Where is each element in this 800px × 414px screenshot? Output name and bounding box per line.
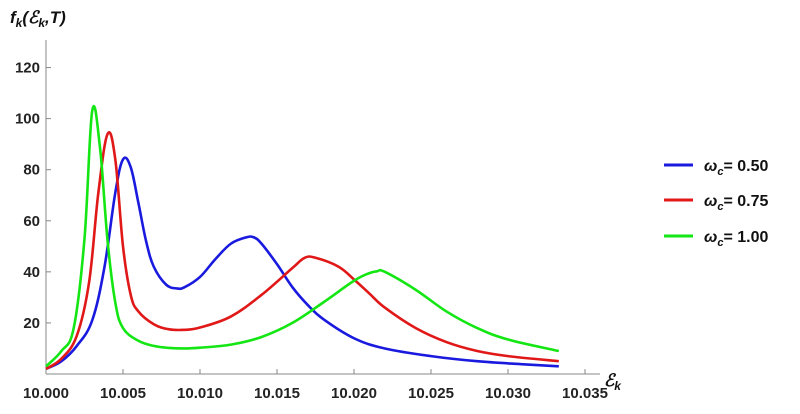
x-tick-label: 10.030	[485, 385, 531, 402]
series-line-2	[45, 104, 560, 368]
x-axis-title: ℰk	[604, 371, 622, 393]
legend: ωc= 0.50 ωc= 0.75 ωc= 1.00	[664, 158, 769, 249]
series-line-0	[45, 156, 559, 371]
legend-label-2: ωc= 1.00	[704, 229, 769, 249]
series-line-1	[45, 131, 559, 371]
y-tick-label: 120	[15, 60, 40, 77]
x-ticks: 10.000 10.005 10.010 10.015 10.020 10.025 10.0…	[23, 369, 608, 402]
legend-label-0: ωc= 0.50	[704, 158, 769, 178]
x-tick-label: 10.005	[100, 385, 146, 402]
series-lines	[45, 104, 560, 371]
y-ticks: 20 40 60 80 100 120	[15, 60, 51, 332]
legend-label-1: ωc= 0.75	[704, 193, 769, 213]
x-tick-label: 10.020	[331, 385, 377, 402]
x-tick-label: 10.035	[562, 385, 608, 402]
x-tick-label: 10.015	[254, 385, 300, 402]
y-tick-label: 40	[23, 264, 40, 281]
y-tick-label: 60	[23, 213, 40, 230]
legend-item-2: ωc= 1.00	[664, 229, 769, 249]
x-tick-label: 10.000	[23, 385, 69, 402]
y-axis-title: fk(ℰk,T)	[10, 8, 66, 30]
legend-item-0: ωc= 0.50	[664, 158, 769, 178]
legend-item-1: ωc= 0.75	[664, 193, 769, 213]
y-tick-label: 80	[23, 162, 40, 179]
y-tick-label: 100	[15, 111, 40, 128]
x-tick-label: 10.025	[408, 385, 454, 402]
y-tick-label: 20	[23, 315, 40, 332]
x-tick-label: 10.010	[177, 385, 223, 402]
